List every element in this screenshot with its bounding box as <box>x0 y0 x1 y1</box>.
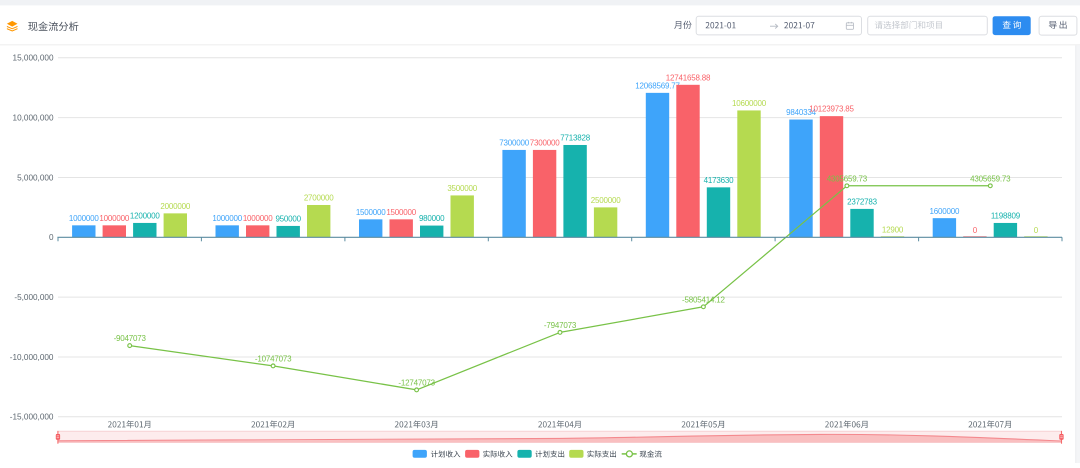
svg-text:2000000: 2000000 <box>160 202 190 211</box>
svg-text:-10747073: -10747073 <box>255 354 292 363</box>
svg-text:2500000: 2500000 <box>591 196 621 205</box>
svg-text:1600000: 1600000 <box>930 207 960 216</box>
svg-text:9840334: 9840334 <box>786 108 816 117</box>
svg-text:2700000: 2700000 <box>304 194 334 203</box>
svg-text:1000000: 1000000 <box>99 214 129 223</box>
svg-text:4305659.73: 4305659.73 <box>970 174 1011 183</box>
svg-text:-5,000,000: -5,000,000 <box>14 293 54 302</box>
svg-text:-12747073: -12747073 <box>398 378 435 387</box>
svg-text:10600000: 10600000 <box>732 99 767 108</box>
svg-text:1198809: 1198809 <box>991 212 1021 221</box>
svg-text:1000000: 1000000 <box>69 214 99 223</box>
svg-text:1000000: 1000000 <box>212 214 242 223</box>
svg-text:980000: 980000 <box>419 214 445 223</box>
svg-text:-10,000,000: -10,000,000 <box>10 353 54 362</box>
svg-text:5,000,000: 5,000,000 <box>17 173 54 182</box>
svg-text:7300000: 7300000 <box>530 139 560 148</box>
svg-text:4173630: 4173630 <box>704 176 734 185</box>
svg-text:2372783: 2372783 <box>847 198 877 207</box>
svg-text:15,000,000: 15,000,000 <box>13 54 54 63</box>
svg-text:4305659.73: 4305659.73 <box>827 174 868 183</box>
svg-text:0: 0 <box>1034 226 1039 235</box>
svg-text:-9047073: -9047073 <box>114 334 147 343</box>
svg-text:950000: 950000 <box>275 215 301 224</box>
svg-text:10,000,000: 10,000,000 <box>13 114 54 123</box>
svg-text:1500000: 1500000 <box>356 208 386 217</box>
svg-text:7713828: 7713828 <box>560 134 590 143</box>
svg-text:7300000: 7300000 <box>499 139 529 148</box>
svg-text:12741658.88: 12741658.88 <box>666 73 711 82</box>
svg-text:1000000: 1000000 <box>243 214 273 223</box>
svg-text:12068569.77: 12068569.77 <box>635 82 680 91</box>
svg-text:0: 0 <box>973 226 978 235</box>
svg-text:1500000: 1500000 <box>386 208 416 217</box>
svg-text:3500000: 3500000 <box>447 184 477 193</box>
svg-text:-5805414.12: -5805414.12 <box>682 295 725 304</box>
svg-text:0: 0 <box>49 233 54 242</box>
svg-text:1200000: 1200000 <box>130 212 160 221</box>
svg-text:10123973.85: 10123973.85 <box>809 105 854 114</box>
svg-text:-15,000,000: -15,000,000 <box>10 413 54 422</box>
svg-text:-7947073: -7947073 <box>544 321 577 330</box>
svg-text:12900: 12900 <box>882 226 904 235</box>
